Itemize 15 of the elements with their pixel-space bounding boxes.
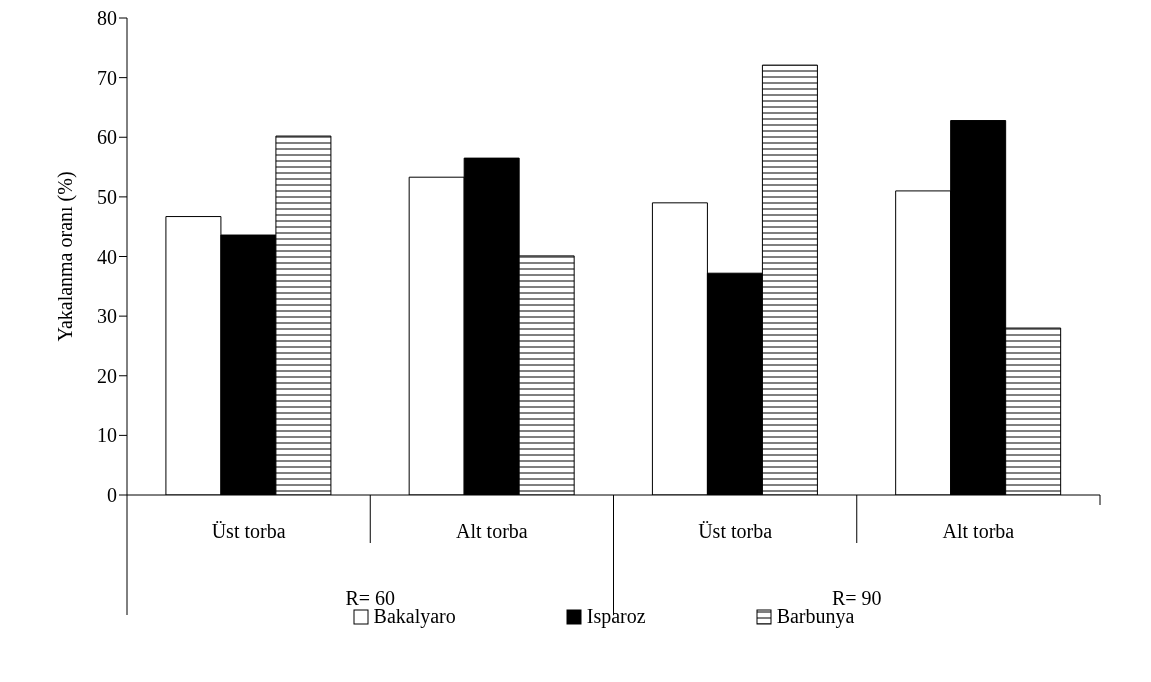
- x-tick-label: Alt torba: [942, 520, 1015, 542]
- y-tick-label: 60: [97, 126, 117, 149]
- y-tick-label: 30: [97, 305, 117, 328]
- x-tick-label: Üst torba: [698, 520, 773, 542]
- y-tick-label: 80: [97, 7, 117, 30]
- y-tick-label: 10: [97, 424, 117, 447]
- y-axis-title: Yakalanma oranı (%): [54, 171, 78, 342]
- y-tick-label: 70: [97, 66, 117, 89]
- y-tick-label: 50: [97, 185, 117, 208]
- y-tick-label: 0: [107, 484, 117, 507]
- x-tick-label: Alt torba: [456, 520, 528, 542]
- legend-label: Isparoz: [585, 605, 646, 628]
- y-tick-label: 40: [97, 245, 117, 268]
- x-tick-label: Üst torba: [211, 520, 286, 542]
- y-tick-label: 20: [97, 364, 117, 387]
